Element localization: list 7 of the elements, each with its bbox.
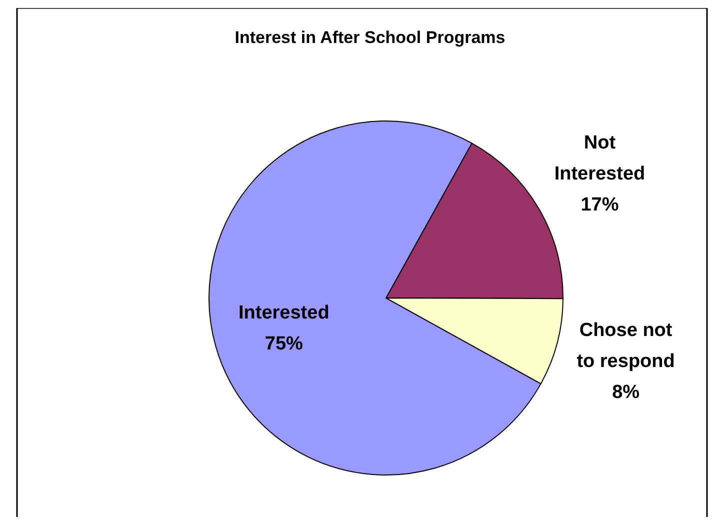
slice-label: Interested (238, 302, 330, 324)
slice-label: Chose not to respond (576, 320, 675, 372)
slice-label: Not Interested (554, 132, 646, 184)
chart-title: Interest in After School Programs (234, 28, 506, 47)
data-label: 75% (264, 333, 304, 354)
data-label: 8% (612, 382, 640, 404)
data-label: 17% (580, 194, 619, 216)
